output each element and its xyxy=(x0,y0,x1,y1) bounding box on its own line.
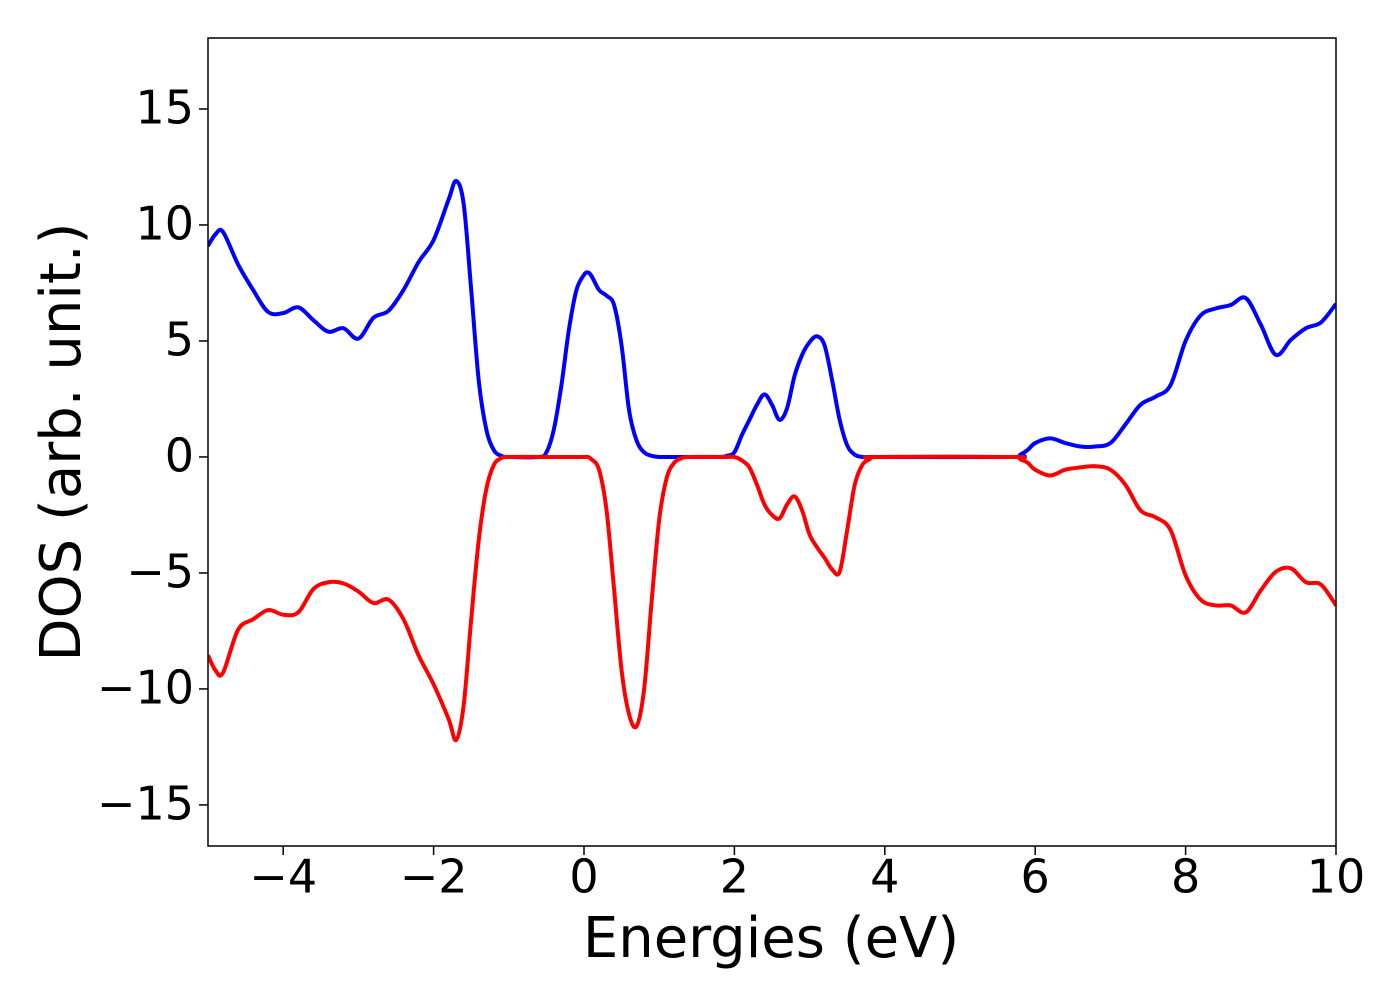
x-tick-label: 10 xyxy=(1307,850,1366,904)
y-axis-label: DOS (arb. unit.) xyxy=(29,222,94,661)
x-tick-label: 4 xyxy=(870,850,899,904)
plot-frame xyxy=(207,37,1337,847)
x-tick-label: −4 xyxy=(249,850,317,904)
x-tick-label: −2 xyxy=(400,850,468,904)
y-tick-label: −5 xyxy=(126,544,194,598)
y-tick-label: −10 xyxy=(97,660,194,714)
x-tick-label: 6 xyxy=(1021,850,1050,904)
x-tick-label: 2 xyxy=(720,850,749,904)
x-tick-label: 0 xyxy=(569,850,598,904)
y-tick-label: 0 xyxy=(165,428,194,482)
y-tick-label: −15 xyxy=(97,776,194,830)
series-line xyxy=(208,178,1336,460)
y-tick-label: 15 xyxy=(135,80,194,134)
y-tick-label: 5 xyxy=(165,312,194,366)
series-line xyxy=(208,454,1336,743)
x-tick-label: 8 xyxy=(1171,850,1200,904)
x-axis-label: Energies (eV) xyxy=(583,906,959,971)
y-tick-label: 10 xyxy=(135,196,194,250)
